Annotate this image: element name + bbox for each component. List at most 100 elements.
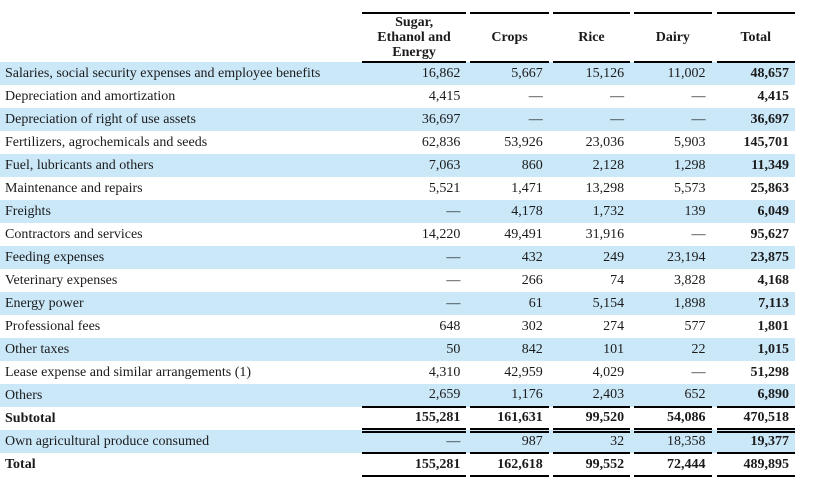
cell-dairy: 22	[691, 341, 706, 357]
cell-crops: 49,491	[504, 226, 543, 242]
cell-crops: 53,926	[504, 134, 543, 150]
table-row: Veterinary expenses — 266 74 3,828 4,168	[0, 269, 795, 292]
cell-rice: 2,403	[592, 387, 625, 402]
cell-sugar-ethanol-energy: 2,659	[428, 387, 461, 402]
cell-sugar-ethanol-energy: —	[446, 203, 461, 219]
cell-rice: 1,732	[592, 203, 625, 219]
cell-crops: 4,178	[511, 203, 543, 219]
table-row: Own agricultural produce consumed — 987 …	[0, 430, 795, 453]
cell-total: 11,349	[751, 157, 789, 173]
row-label: Veterinary expenses	[5, 272, 118, 288]
cell-total: 36,697	[750, 111, 790, 127]
table-header-row: Sugar, Ethanol and Energy Crops Rice Dai…	[0, 12, 795, 63]
row-label: Others	[5, 387, 43, 403]
cell-total: 1,801	[757, 318, 790, 334]
table-row: Salaries, social security expenses and e…	[0, 62, 795, 85]
cell-rice: 274	[603, 318, 625, 334]
cell-crops: 162,618	[470, 452, 549, 477]
cell-total: 23,875	[750, 249, 790, 265]
row-label: Own agricultural produce consumed	[5, 433, 210, 449]
cell-sugar-ethanol-energy: 16,862	[421, 66, 461, 81]
cell-rice: —	[610, 111, 625, 127]
row-label: Depreciation and amortization	[5, 88, 176, 104]
cell-dairy: 18,358	[667, 434, 706, 450]
cell-rice: 4,029	[592, 364, 625, 380]
cell-rice: 15,126	[585, 66, 625, 81]
cell-crops: 1,176	[511, 387, 543, 402]
cell-sugar-ethanol-energy: 50	[446, 341, 461, 357]
cell-crops: 161,631	[470, 406, 549, 433]
cell-total: 470,518	[716, 406, 795, 433]
cell-crops: 302	[521, 318, 543, 334]
row-label: Professional fees	[5, 318, 101, 334]
cell-sugar-ethanol-energy: 4,310	[428, 364, 461, 380]
cell-crops: 1,471	[511, 180, 543, 196]
cell-total: 1,015	[757, 341, 790, 357]
row-label: Lease expense and similar arrangements (…	[5, 364, 252, 380]
cell-total: 4,168	[757, 272, 790, 288]
cell-crops: —	[528, 111, 543, 127]
cell-dairy: 72,444	[634, 452, 712, 477]
cell-dairy: 577	[684, 318, 706, 334]
cell-rice: 74	[610, 272, 625, 288]
row-label: Freights	[5, 203, 51, 219]
cell-rice: 2,128	[592, 157, 625, 173]
cell-sugar-ethanol-energy: —	[446, 272, 461, 288]
cell-total: 4,415	[757, 88, 790, 104]
cell-dairy: 652	[684, 387, 706, 402]
table-row: Maintenance and repairs 5,521 1,471 13,2…	[0, 177, 795, 200]
cell-total: 145,701	[743, 134, 790, 150]
cell-sugar-ethanol-energy: 5,521	[428, 180, 461, 196]
row-label: Feeding expenses	[5, 249, 105, 265]
cell-dairy: —	[691, 111, 706, 127]
cell-sugar-ethanol-energy: —	[446, 434, 461, 450]
cell-dairy: 5,903	[674, 134, 706, 150]
table-row: Fertilizers, agrochemicals and seeds 62,…	[0, 131, 795, 154]
cell-rice: 99,552	[552, 452, 631, 477]
table-row: Total 155,281 162,618 99,552 72,444 489,…	[0, 452, 795, 477]
cell-total: 7,113	[758, 295, 789, 311]
cell-dairy: —	[691, 364, 706, 380]
cell-sugar-ethanol-energy: 648	[439, 318, 461, 334]
row-label: Other taxes	[5, 341, 70, 357]
cell-sugar-ethanol-energy: 155,281	[361, 452, 467, 477]
cell-rice: —	[610, 88, 625, 104]
cell-sugar-ethanol-energy: 62,836	[421, 134, 461, 150]
cell-crops: —	[528, 88, 543, 104]
column-header-crops: Crops	[470, 12, 549, 63]
cell-dairy: —	[691, 88, 706, 104]
table-row: Depreciation and amortization 4,415 — — …	[0, 85, 795, 108]
cell-rice: 101	[603, 341, 625, 357]
cell-rice: 32	[610, 434, 625, 450]
cell-total: 19,377	[750, 434, 790, 450]
table-row: Contractors and services 14,220 49,491 3…	[0, 223, 795, 246]
cell-sugar-ethanol-energy: 36,697	[421, 111, 461, 127]
column-header-rice: Rice	[552, 12, 631, 63]
cell-crops: 61	[528, 295, 543, 311]
cell-dairy: 23,194	[667, 249, 706, 265]
cell-sugar-ethanol-energy: 7,063	[428, 157, 461, 173]
cell-sugar-ethanol-energy: —	[446, 249, 461, 265]
table-row: Professional fees 648 302 274 577 1,801	[0, 315, 795, 338]
row-label: Subtotal	[5, 410, 56, 426]
table-row: Depreciation of right of use assets 36,6…	[0, 108, 795, 131]
cell-sugar-ethanol-energy: 155,281	[361, 406, 467, 433]
column-header-dairy: Dairy	[634, 12, 712, 63]
cell-total: 95,627	[750, 226, 790, 242]
cell-dairy: 5,573	[674, 180, 706, 196]
row-label: Fuel, lubricants and others	[5, 157, 154, 173]
row-label: Maintenance and repairs	[5, 180, 143, 196]
table-row: Feeding expenses — 432 249 23,194 23,875	[0, 246, 795, 269]
cell-total: 25,863	[750, 180, 790, 196]
cell-dairy: 1,898	[674, 295, 706, 311]
row-label: Contractors and services	[5, 226, 143, 242]
table-row: Lease expense and similar arrangements (…	[0, 361, 795, 384]
cell-sugar-ethanol-energy: —	[446, 295, 461, 311]
column-header-sugar-ethanol-energy: Sugar, Ethanol and Energy	[361, 12, 467, 63]
cell-rice: 5,154	[592, 295, 625, 311]
segment-expense-table: Sugar, Ethanol and Energy Crops Rice Dai…	[0, 12, 795, 477]
cell-rice: 13,298	[585, 180, 625, 196]
cell-rice: 249	[603, 249, 625, 265]
row-label: Salaries, social security expenses and e…	[5, 65, 321, 81]
